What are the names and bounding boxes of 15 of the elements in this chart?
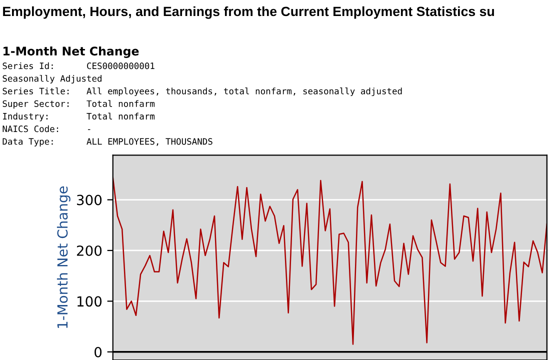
- text: Super Sector: Total nonfarm: [2, 100, 155, 109]
- line-series: [112, 176, 547, 345]
- y-tick-label: 100: [77, 296, 102, 307]
- text: Series Id: CES0000000001: [2, 62, 154, 70]
- y-tick-label: 0: [94, 346, 102, 358]
- text: Industry: Total nonfarm: [3, 112, 155, 122]
- y-tick-label: 200: [76, 245, 102, 256]
- y-tick-label: 300: [77, 194, 102, 206]
- y-axis-title: 1-Month Net Change: [56, 186, 70, 328]
- text: Seasonally Adjusted: [2, 74, 102, 84]
- text: Series Title: All employees, thousands, total nonfarm, seasonally adjusted: [2, 88, 402, 96]
- text: NAICS Code: -: [2, 125, 90, 132]
- text: Data Type: ALL EMPLOYEES, THOUSANDS: [2, 138, 212, 146]
- chart-subtitle: 1-Month Net Change: [4, 46, 139, 58]
- chart-title: Employment, Hours, and Earnings from the Current Employment Statistics su: [3, 6, 494, 19]
